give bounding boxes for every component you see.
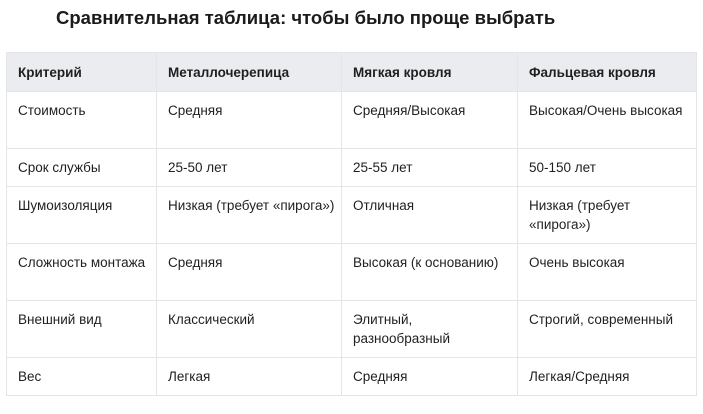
row-criterion: Сложность монтажа (6, 243, 157, 301)
table-cell: 25-50 лет (156, 148, 342, 187)
row-criterion: Стоимость (6, 91, 157, 149)
table-cell: Средняя (341, 357, 518, 396)
page-title: Сравнительная таблица: чтобы было проще … (56, 7, 556, 28)
table-body: Стоимость Средняя Средняя/Высокая Высока… (6, 91, 697, 396)
comparison-table: Критерий Металлочерепица Мягкая кровля Ф… (6, 52, 697, 396)
row-criterion: Внешний вид (6, 300, 157, 358)
table-header: Критерий Металлочерепица Мягкая кровля Ф… (6, 52, 697, 92)
row-criterion: Срок службы (6, 148, 157, 187)
table-cell: Очень высокая (517, 243, 697, 301)
table-cell: Классический (156, 300, 342, 358)
table-row: Шумоизоляция Низкая (требует «пирога») О… (6, 186, 697, 244)
header-seam-roof: Фальцевая кровля (517, 52, 697, 92)
table-cell: Элитный, разнообразный (341, 300, 518, 358)
table-row: Внешний вид Классический Элитный, разноо… (6, 300, 697, 358)
table-cell: Низкая (требует «пирога») (517, 186, 697, 244)
row-criterion: Шумоизоляция (6, 186, 157, 244)
table-cell: Средняя (156, 243, 342, 301)
header-metal-tile: Металлочерепица (156, 52, 342, 92)
table-cell: 25-55 лет (341, 148, 518, 187)
table-cell: Средняя (156, 91, 342, 149)
header-soft-roof: Мягкая кровля (341, 52, 518, 92)
header-criterion: Критерий (6, 52, 157, 92)
table-row: Срок службы 25-50 лет 25-55 лет 50-150 л… (6, 148, 697, 187)
table-cell: 50-150 лет (517, 148, 697, 187)
table-cell: Легкая (156, 357, 342, 396)
table-cell: Низкая (требует «пирога») (156, 186, 342, 244)
table-row: Вес Легкая Средняя Легкая/Средняя (6, 357, 697, 396)
table-cell: Строгий, современный (517, 300, 697, 358)
table-cell: Средняя/Высокая (341, 91, 518, 149)
table-cell: Отличная (341, 186, 518, 244)
table-cell: Легкая/Средняя (517, 357, 697, 396)
header-row: Критерий Металлочерепица Мягкая кровля Ф… (6, 52, 697, 92)
table-cell: Высокая (к основанию) (341, 243, 518, 301)
table-row: Стоимость Средняя Средняя/Высокая Высока… (6, 91, 697, 149)
table-row: Сложность монтажа Средняя Высокая (к осн… (6, 243, 697, 301)
row-criterion: Вес (6, 357, 157, 396)
table-cell: Высокая/Очень высокая (517, 91, 697, 149)
